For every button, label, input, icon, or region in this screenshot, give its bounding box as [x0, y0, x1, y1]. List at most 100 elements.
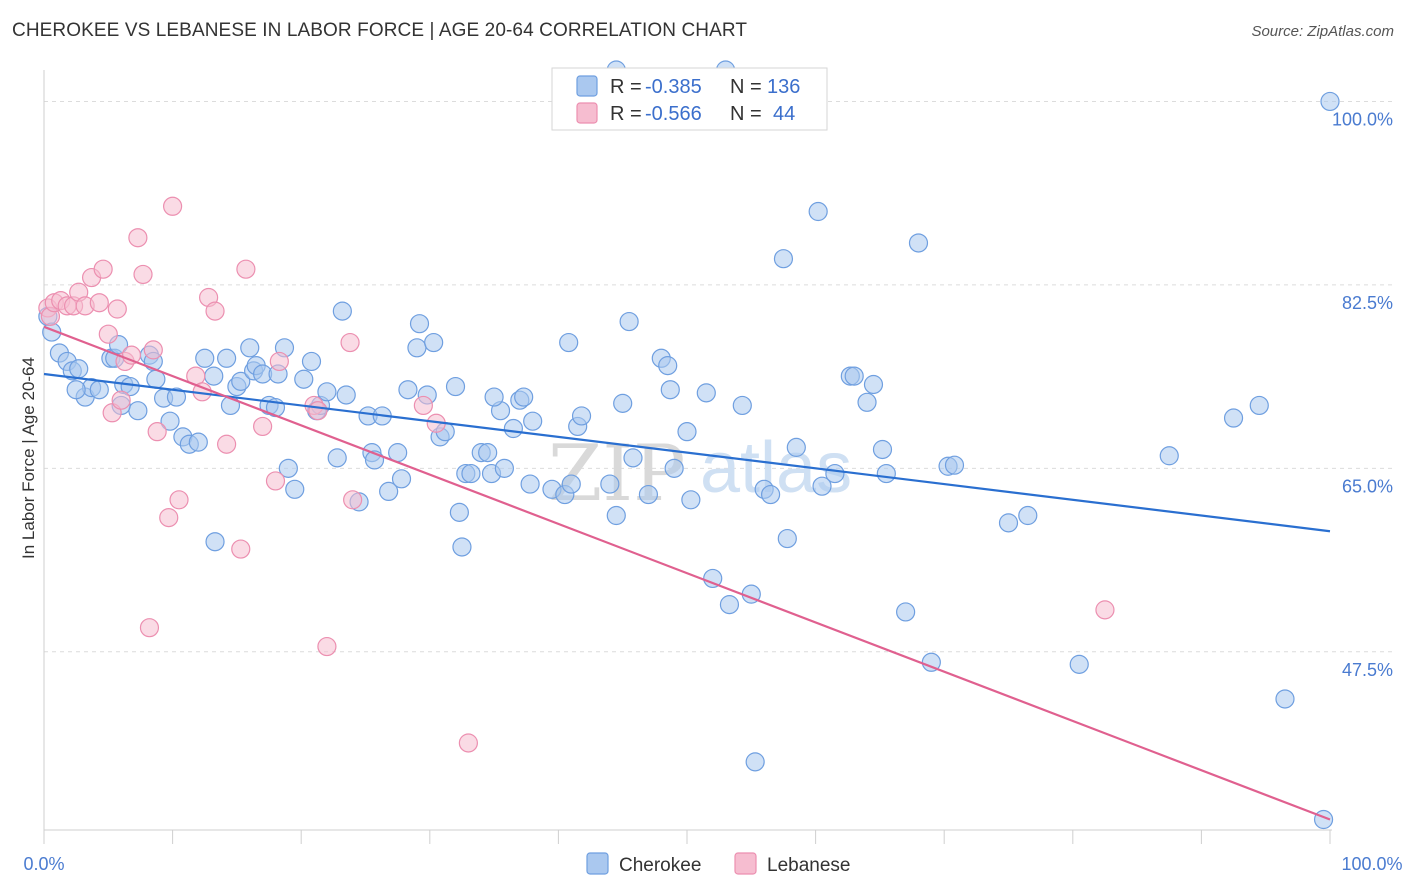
cherokee-point-99	[732, 395, 752, 416]
cherokee-point-30	[231, 371, 251, 391]
source-label: Source: ZipAtlas.com	[1251, 23, 1394, 40]
cherokee-point-103	[760, 484, 781, 505]
cherokee-point-63	[445, 376, 466, 397]
cherokee-point-124	[1159, 446, 1179, 466]
cherokee-point-64	[449, 502, 469, 522]
cherokee-point-96	[696, 383, 716, 403]
bottom-legend-swatch-lebanese	[734, 852, 757, 875]
cherokee-point-19	[160, 411, 180, 431]
lebanese-point-23	[163, 196, 183, 216]
legend-n-value-0: 136	[767, 76, 800, 98]
lebanese-point-22	[159, 508, 179, 528]
legend-swatch-cherokee	[576, 75, 598, 97]
trend-lines	[43, 325, 1331, 821]
cherokee-point-116	[896, 602, 916, 622]
lebanese-point-34	[269, 351, 289, 372]
cherokee-point-135	[66, 380, 86, 400]
cherokee-point-117	[908, 233, 929, 253]
cherokee-point-112	[857, 392, 877, 412]
lebanese-point-13	[107, 299, 127, 319]
cherokee-point-8	[89, 380, 109, 400]
cherokee-point-58	[409, 314, 430, 334]
cherokee-point-93	[664, 458, 684, 478]
legend-n-value-1: 44	[773, 103, 795, 125]
lebanese-point-43	[1095, 600, 1115, 620]
y-tick-label-3: 47.5%	[1342, 660, 1393, 680]
lebanese-point-21	[147, 422, 167, 442]
cherokee-point-95	[681, 490, 701, 510]
lebanese-point-19	[139, 618, 160, 638]
cherokee-point-101	[745, 752, 765, 772]
x-tick-label-left: 0.0%	[23, 854, 64, 874]
lebanese-point-39	[343, 490, 363, 510]
cherokee-point-123	[1069, 654, 1089, 674]
legend-r-label-1: R =	[610, 103, 642, 125]
cherokee-point-47	[336, 385, 356, 405]
chart-title: CHEROKEE VS LEBANESE IN LABOR FORCE | AG…	[12, 20, 748, 41]
lebanese-point-33	[265, 471, 286, 491]
cherokee-point-77	[523, 411, 543, 431]
watermark: ZIP atlas	[548, 428, 852, 519]
bottom-legend: Cherokee Lebanese	[586, 852, 850, 876]
legend: R = -0.385 N = 136 R = -0.566 N = 44	[551, 67, 828, 131]
lebanese-point-24	[169, 490, 189, 510]
cherokee-point-91	[658, 356, 678, 376]
cherokee-point-98	[719, 595, 740, 615]
cherokee-point-94	[677, 422, 697, 442]
cherokee-point-107	[808, 201, 828, 222]
cherokee-point-106	[786, 437, 806, 457]
cherokee-point-73	[503, 418, 523, 439]
cherokee-point-86	[613, 393, 633, 413]
cherokee-point-53	[379, 481, 399, 502]
cherokee-point-81	[561, 474, 581, 494]
y-axis-title: In Labor Force | Age 20-64	[19, 357, 38, 559]
lebanese-point-32	[253, 416, 273, 437]
cherokee-point-122	[1018, 505, 1038, 526]
cherokee-point-88	[623, 448, 643, 468]
legend-box	[551, 67, 828, 131]
lebanese-point-42	[458, 733, 478, 753]
cherokee-point-87	[619, 311, 639, 332]
y-tick-label-2: 65.0%	[1342, 476, 1393, 496]
cherokee-point-38	[278, 458, 298, 478]
lebanese-point-28	[205, 301, 225, 321]
lebanese-point-36	[308, 401, 328, 421]
bottom-legend-label-cherokee: Cherokee	[619, 855, 701, 876]
lebanese-point-17	[128, 228, 148, 248]
cherokee-point-89	[638, 484, 659, 505]
x-ticks	[43, 830, 1331, 844]
cherokee-point-115	[876, 463, 896, 484]
cherokee-point-46	[332, 301, 352, 321]
legend-swatch-lebanese	[576, 102, 598, 124]
cherokee-point-113	[863, 374, 884, 395]
cherokee-point-26	[205, 532, 225, 552]
cherokee-point-84	[600, 474, 620, 494]
cherokee-point-125	[1223, 408, 1244, 428]
lebanese-point-40	[413, 395, 433, 416]
cherokee-point-105	[777, 528, 797, 549]
cherokee-point-127	[1275, 689, 1295, 709]
cherokee-point-80	[559, 332, 579, 353]
cherokee-point-92	[660, 380, 680, 400]
lebanese-point-9	[89, 293, 109, 313]
cherokee-point-132	[484, 387, 504, 407]
cherokee-point-108	[812, 476, 832, 496]
watermark-zip: ZIP	[548, 429, 686, 519]
legend-r-value-0: -0.385	[645, 76, 702, 98]
bottom-legend-label-lebanese: Lebanese	[767, 855, 850, 876]
cherokee-point-14	[128, 401, 148, 421]
cherokee-point-75	[514, 387, 534, 407]
legend-n-label-0: N =	[730, 76, 762, 98]
y-tick-label-1: 82.5%	[1342, 293, 1393, 313]
lebanese-point-14	[111, 390, 131, 410]
cherokee-point-72	[494, 458, 514, 478]
series-cherokee-points	[38, 60, 1340, 830]
cherokee-point-129	[1320, 91, 1340, 112]
cherokee-point-120	[944, 455, 965, 475]
cherokee-point-56	[398, 380, 418, 400]
cherokee-point-57	[407, 338, 427, 358]
cherokee-point-85	[606, 505, 626, 526]
cherokee-point-31	[240, 338, 260, 358]
cherokee-point-39	[285, 479, 305, 499]
